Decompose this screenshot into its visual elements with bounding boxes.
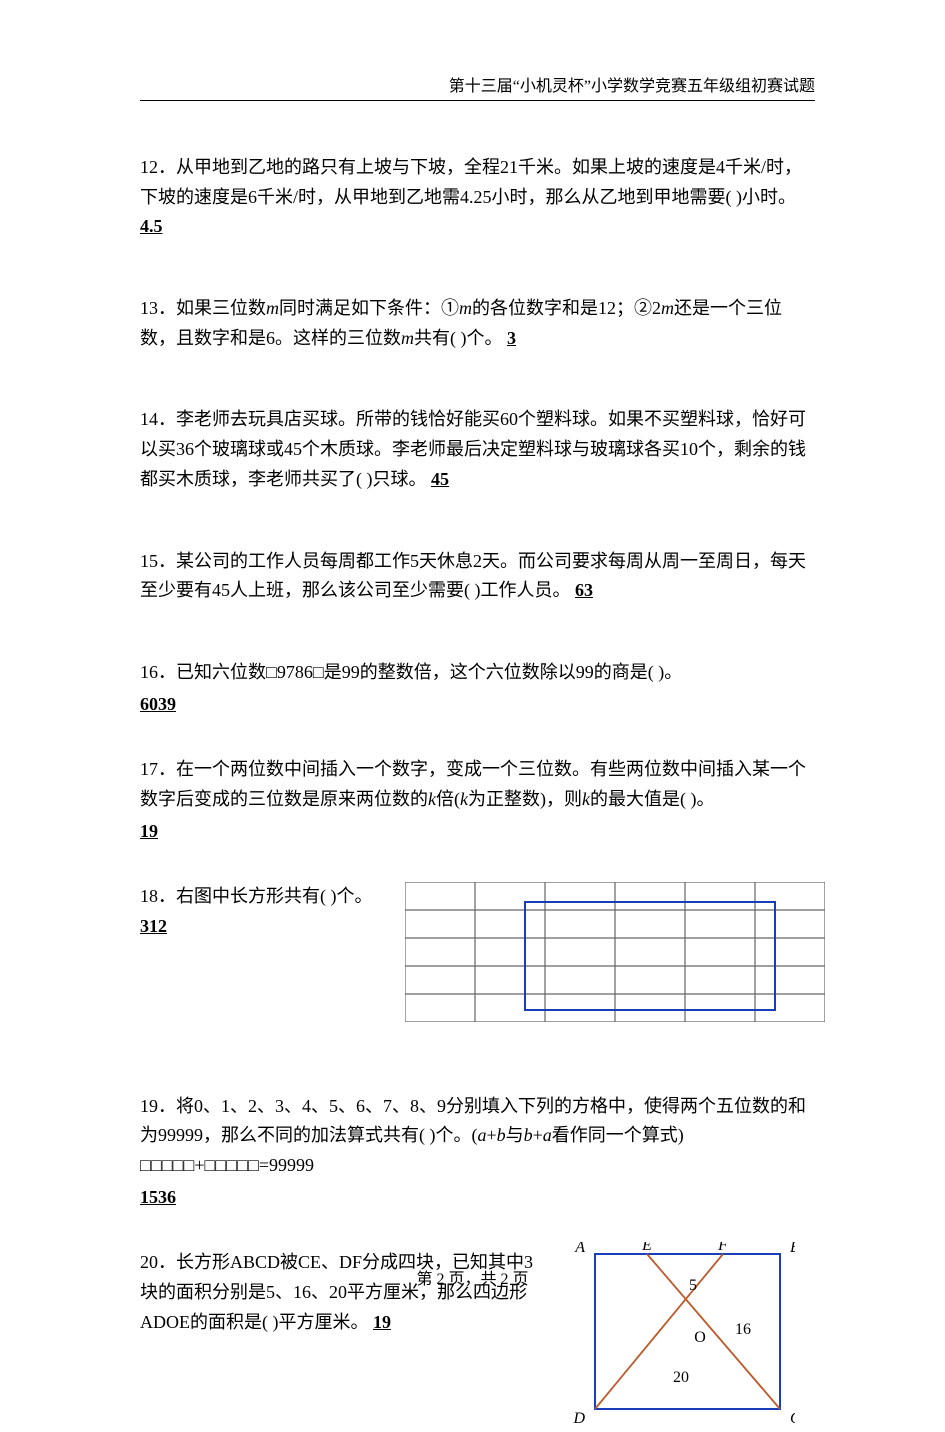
svg-text:C: C [790, 1410, 795, 1427]
svg-text:16: 16 [735, 1321, 751, 1338]
problem-17-num: 17． [140, 759, 176, 779]
page-footer: 第 2 页，共 2 页 [0, 1265, 945, 1289]
page-header: 第十三届“小机灵杯”小学数学竞赛五年级组初赛试题 [140, 72, 815, 101]
header-title: 第十三届“小机灵杯”小学数学竞赛五年级组初赛试题 [449, 78, 815, 95]
problem-18-answer: 312 [140, 916, 167, 936]
svg-text:20: 20 [673, 1369, 689, 1386]
problem-18: 18．右图中长方形共有( )个。 312 [140, 882, 815, 941]
footer-text: 第 2 页，共 2 页 [416, 1271, 528, 1288]
problem-16: 16．已知六位数□9786□是99的整数倍，这个六位数除以99的商是( )。 6… [140, 658, 815, 719]
problem-18-text: 右图中长方形共有( )个。 [176, 886, 373, 906]
problem-14: 14．李老师去玩具店买球。所带的钱恰好能买60个塑料球。如果不买塑料球，恰好可以… [140, 405, 815, 494]
problem-17-answer: 19 [140, 817, 815, 847]
problem-14-text: 李老师去玩具店买球。所带的钱恰好能买60个塑料球。如果不买塑料球，恰好可以买36… [140, 409, 806, 488]
problem-16-answer: 6039 [140, 690, 815, 720]
page: 第十三届“小机灵杯”小学数学竞赛五年级组初赛试题 12．从甲地到乙地的路只有上坡… [0, 0, 945, 1337]
problem-19-boxes: □□□□□+□□□□□=99999 [140, 1151, 815, 1181]
problem-20-answer: 19 [373, 1312, 391, 1332]
problem-19-answer: 1536 [140, 1183, 815, 1213]
problem-12-num: 12． [140, 157, 176, 177]
problem-16-num: 16． [140, 662, 176, 682]
figure-18 [405, 882, 825, 1022]
problem-14-num: 14． [140, 409, 176, 429]
svg-text:O: O [694, 1329, 706, 1346]
svg-text:A: A [574, 1242, 585, 1256]
problem-13: 13．如果三位数m同时满足如下条件：①m的各位数字和是12；②2m还是一个三位数… [140, 294, 815, 353]
problem-12: 12．从甲地到乙地的路只有上坡与下坡，全程21千米。如果上坡的速度是4千米/时，… [140, 153, 815, 242]
problem-13-answer: 3 [507, 328, 516, 348]
problem-17: 17．在一个两位数中间插入一个数字，变成一个三位数。有些两位数中间插入某一个数字… [140, 755, 815, 846]
problem-18-num: 18． [140, 886, 176, 906]
problem-12-answer: 4.5 [140, 216, 163, 236]
svg-text:D: D [572, 1410, 585, 1427]
problem-15-text: 某公司的工作人员每周都工作5天休息2天。而公司要求每周从周一至周日，每天至少要有… [140, 551, 806, 601]
svg-text:B: B [790, 1242, 795, 1256]
svg-text:E: E [641, 1242, 652, 1254]
problem-15-answer: 63 [575, 580, 593, 600]
problem-15-num: 15． [140, 551, 176, 571]
problem-19-num: 19． [140, 1096, 176, 1116]
problem-14-answer: 45 [431, 469, 449, 489]
problem-13-num: 13． [140, 298, 176, 318]
problem-19: 19．将0、1、2、3、4、5、6、7、8、9分别填入下列的方格中，使得两个五位… [140, 1092, 815, 1213]
problem-20: 20．长方形ABCD被CE、DF分成四块，已知其中3块的面积分别是5、16、20… [140, 1248, 815, 1337]
problem-16-text: 已知六位数□9786□是99的整数倍，这个六位数除以99的商是( )。 [176, 662, 682, 682]
problem-15: 15．某公司的工作人员每周都工作5天休息2天。而公司要求每周从周一至周日，每天至… [140, 547, 815, 606]
problem-12-text: 从甲地到乙地的路只有上坡与下坡，全程21千米。如果上坡的速度是4千米/时，下坡的… [140, 157, 802, 207]
svg-text:F: F [717, 1242, 728, 1254]
